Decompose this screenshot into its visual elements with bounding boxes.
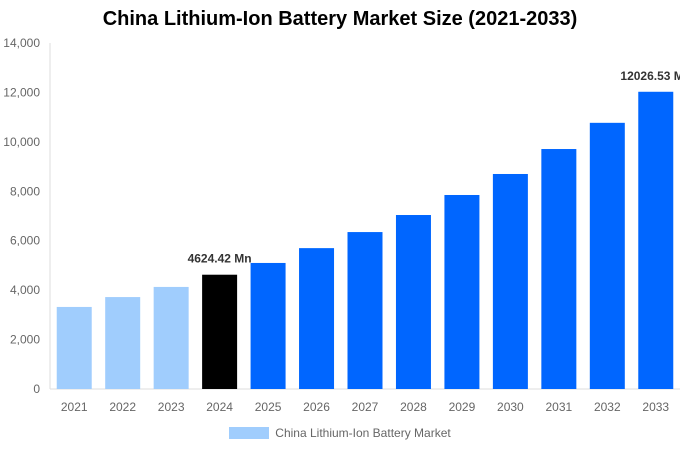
bar-2030 [492, 173, 528, 389]
data-label-2033: 12026.53 Mn [620, 69, 680, 83]
y-tick-label: 6,000 [10, 234, 40, 248]
x-tick-label: 2033 [642, 400, 669, 414]
bar-2023 [153, 286, 189, 389]
x-tick-label: 2021 [61, 400, 88, 414]
x-tick-label: 2027 [352, 400, 379, 414]
bar-2022 [105, 297, 141, 389]
bar-2032 [589, 122, 625, 389]
y-tick-label: 10,000 [3, 135, 40, 149]
x-tick-label: 2025 [255, 400, 282, 414]
y-tick-label: 2,000 [10, 333, 40, 347]
bar-2026 [299, 248, 335, 389]
bar-2021 [56, 306, 92, 389]
x-tick-label: 2023 [158, 400, 185, 414]
y-tick-label: 0 [33, 382, 40, 396]
bar-2025 [250, 262, 286, 389]
bar-2024 [202, 274, 238, 389]
bar-2028 [395, 215, 431, 389]
x-tick-label: 2029 [449, 400, 476, 414]
y-tick-label: 12,000 [3, 85, 40, 99]
x-tick-label: 2026 [303, 400, 330, 414]
x-tick-label: 2030 [497, 400, 524, 414]
data-label-2024: 4624.42 Mn [188, 252, 252, 266]
y-tick-label: 8,000 [10, 184, 40, 198]
x-tick-label: 2031 [545, 400, 572, 414]
x-tick-label: 2022 [109, 400, 136, 414]
bar-2031 [541, 149, 577, 389]
chart-title: China Lithium-Ion Battery Market Size (2… [102, 8, 578, 30]
y-tick-label: 14,000 [3, 36, 40, 50]
legend-label: China Lithium-Ion Battery Market [275, 426, 451, 440]
legend-swatch [229, 427, 270, 439]
x-tick-label: 2032 [594, 400, 621, 414]
bar-2027 [347, 232, 383, 389]
x-tick-label: 2024 [206, 400, 233, 414]
x-tick-label: 2028 [400, 400, 427, 414]
bar-chart: 0 2,000 4,000 6,000 8,000 10,000 12,000 14,000 2… [3, 36, 680, 414]
bar-2033 [638, 91, 674, 390]
legend[interactable]: China Lithium-Ion Battery Market [0, 426, 680, 440]
y-tick-label: 4,000 [10, 283, 40, 297]
bar-2029 [444, 194, 480, 389]
